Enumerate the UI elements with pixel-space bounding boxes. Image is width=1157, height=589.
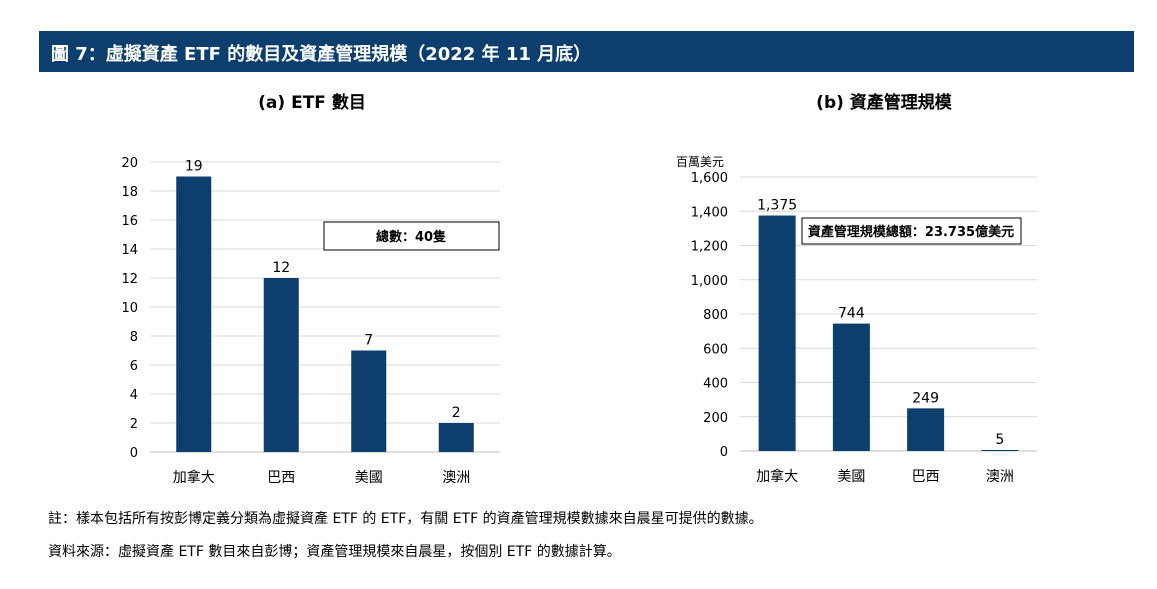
- y-tick-label: 6: [130, 359, 138, 374]
- bar: [758, 215, 796, 451]
- annotation-box: [801, 217, 1022, 245]
- category-label: 加拿大: [756, 468, 798, 485]
- bar: [351, 350, 387, 452]
- y-tick-label: 0: [130, 446, 138, 461]
- bar-value-label: 7: [364, 333, 373, 349]
- y-tick-label: 8: [130, 330, 138, 345]
- chart-title: (a) ETF 數目: [258, 92, 366, 113]
- y-tick-label: 2: [130, 417, 138, 432]
- figure-title: 圖 7：虛擬資產 ETF 的數目及資產管理規模（2022 年 11 月底）: [51, 44, 592, 65]
- y-tick-label: 16: [121, 214, 138, 229]
- category-label: 美國: [837, 469, 865, 485]
- y-tick-label: 600: [703, 342, 728, 357]
- category-label: 澳洲: [986, 469, 1014, 485]
- y-tick-label: 1,400: [691, 205, 728, 220]
- source-note: 資料來源：虛擬資產 ETF 數目來自彭博；資產管理規模來自晨星，按個別 ETF …: [48, 544, 621, 560]
- category-label: 巴西: [267, 470, 295, 486]
- y-tick-label: 12: [121, 272, 138, 287]
- category-label: 澳洲: [442, 470, 470, 486]
- bar-value-label: 12: [272, 260, 290, 276]
- bar-value-label: 249: [912, 390, 939, 406]
- category-label: 美國: [355, 470, 383, 486]
- footnote: 註：樣本包括所有按彭博定義分類為虛擬資產 ETF 的 ETF，有關 ETF 的資…: [48, 511, 763, 527]
- bar: [438, 423, 474, 452]
- y-tick-label: 1,600: [691, 171, 728, 186]
- y-tick-label: 0: [720, 445, 728, 460]
- bar-value-label: 1,375: [757, 198, 797, 214]
- annotation-box: [323, 221, 500, 251]
- bar: [832, 323, 870, 451]
- annotation-text: 資產管理規模總額：23.735億美元: [808, 224, 1014, 240]
- y-tick-label: 400: [703, 377, 728, 392]
- annotation-text: 總數：40隻: [376, 229, 446, 245]
- y-tick-label: 10: [121, 301, 138, 316]
- bar-value-label: 5: [995, 432, 1004, 448]
- figure-title-bar: 圖 7：虛擬資產 ETF 的數目及資產管理規模（2022 年 11 月底）: [39, 31, 1134, 72]
- bar: [907, 408, 945, 451]
- bar: [981, 450, 1019, 451]
- bar: [176, 176, 212, 452]
- y-tick-label: 20: [121, 156, 138, 171]
- y-tick-label: 18: [121, 185, 138, 200]
- y-tick-label: 1,000: [691, 274, 728, 289]
- category-label: 巴西: [912, 469, 940, 485]
- y-axis-unit-label: 百萬美元: [676, 155, 724, 169]
- y-tick-label: 1,200: [691, 240, 728, 255]
- bar: [263, 278, 299, 452]
- bar-value-label: 2: [452, 405, 461, 421]
- bar-value-label: 744: [838, 306, 865, 322]
- category-label: 加拿大: [173, 469, 215, 486]
- bar-value-label: 19: [185, 159, 203, 175]
- y-tick-label: 4: [130, 388, 138, 403]
- y-tick-label: 14: [121, 243, 138, 258]
- chart-title: (b) 資產管理規模: [816, 92, 953, 113]
- y-tick-label: 200: [703, 411, 728, 426]
- y-tick-label: 800: [703, 308, 728, 323]
